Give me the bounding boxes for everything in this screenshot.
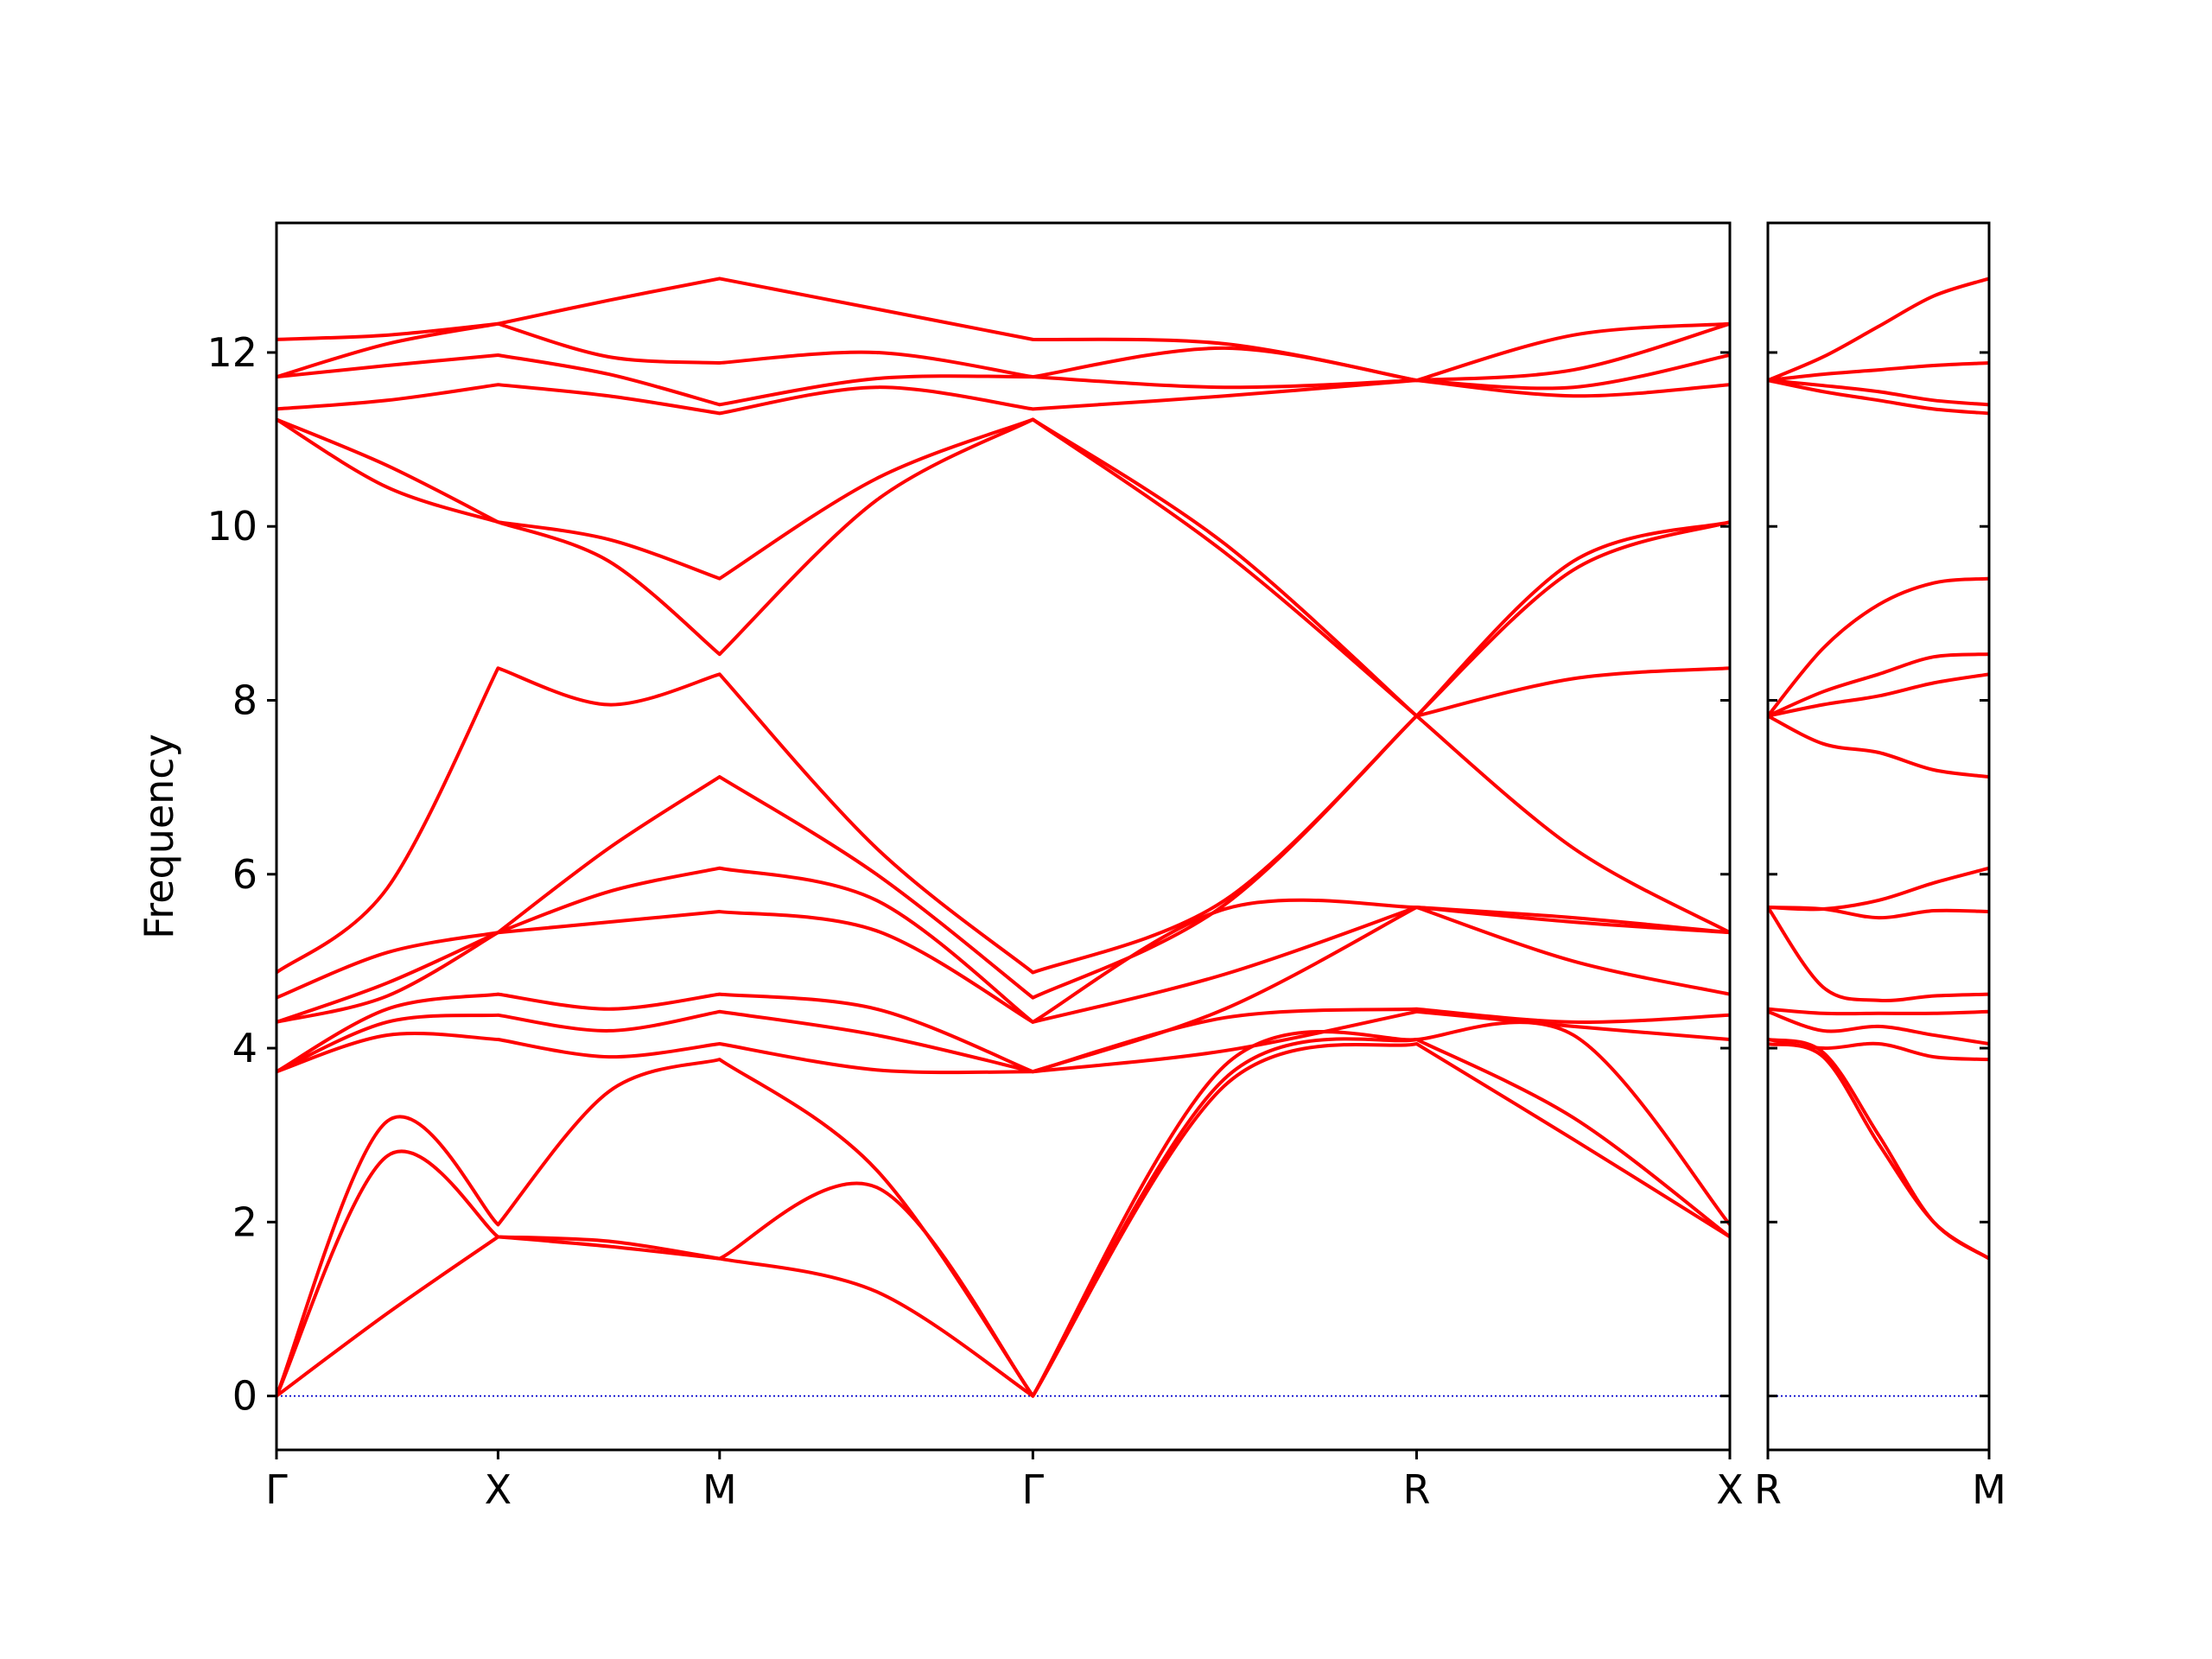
x-tick-label: X	[1716, 1466, 1744, 1513]
band-line	[276, 1020, 1730, 1398]
x-tick-label: Γ	[1022, 1466, 1045, 1513]
band-line	[276, 714, 1730, 1000]
band-line	[276, 353, 1730, 407]
band-line	[276, 906, 1730, 1024]
band-line	[1768, 1042, 1989, 1261]
y-axis-label: Frequency	[136, 734, 182, 939]
band-line	[1768, 714, 1989, 779]
x-tick-label: Γ	[265, 1466, 288, 1513]
x-tick-label: X	[485, 1466, 512, 1513]
band-line	[276, 417, 1730, 718]
band-line	[276, 1009, 1730, 1075]
band-line	[1768, 906, 1989, 1003]
band-line	[276, 906, 1730, 1074]
band-line	[276, 276, 1730, 383]
band-line	[1768, 652, 1989, 718]
band-line	[1768, 378, 1989, 407]
y-tick-label: 2	[232, 1198, 257, 1245]
plot-area	[276, 276, 1730, 1398]
band-line	[276, 1037, 1730, 1398]
x-tick-label: M	[1972, 1466, 2006, 1513]
band-line	[1768, 576, 1989, 717]
band-line	[276, 666, 1730, 975]
band-line	[1768, 276, 1989, 382]
band-line	[1768, 1038, 1989, 1062]
band-line	[1768, 866, 1989, 912]
y-tick-label: 8	[232, 677, 257, 724]
plot-area	[1768, 276, 1989, 1261]
x-tick-label: R	[1754, 1466, 1782, 1513]
x-tick-label: R	[1402, 1466, 1430, 1513]
band-line	[1768, 1007, 1989, 1016]
band-line	[276, 1042, 1730, 1398]
axes-frame	[275, 221, 1732, 1452]
y-tick-label: 10	[207, 503, 257, 550]
band-line	[1768, 378, 1989, 416]
band-line	[1768, 1009, 1989, 1046]
x-tick-label: M	[702, 1466, 737, 1513]
y-tick-label: 4	[232, 1025, 257, 1071]
y-tick-label: 6	[232, 851, 257, 898]
band-line	[276, 1007, 1730, 1074]
band-line	[1768, 1038, 1989, 1261]
y-tick-label: 12	[207, 329, 257, 376]
band-line	[1768, 361, 1989, 383]
band-line	[1768, 672, 1989, 718]
y-tick-label: 0	[232, 1373, 257, 1420]
band-line	[276, 866, 1730, 1024]
band-line	[276, 378, 1730, 416]
axes-frame	[1766, 221, 1991, 1452]
